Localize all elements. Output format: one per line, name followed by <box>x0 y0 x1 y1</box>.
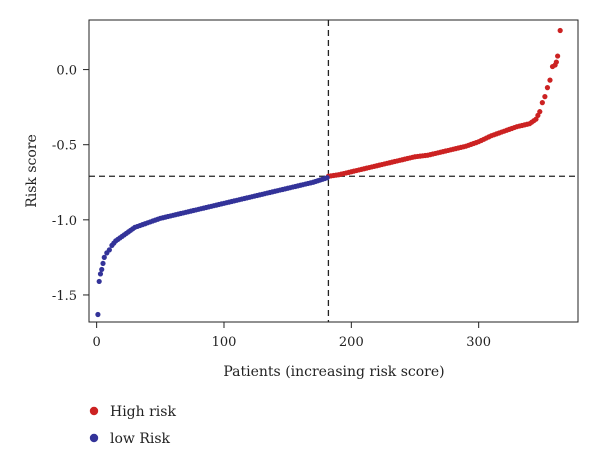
x-tick-label: 300 <box>466 335 491 350</box>
point-low-risk <box>101 254 107 260</box>
x-axis-ticks: 0 100 200 300 <box>93 322 491 350</box>
x-axis-label: Patients (increasing risk score) <box>223 364 444 380</box>
cutoff-lines <box>89 20 578 322</box>
point-high-risk <box>557 27 563 34</box>
y-axis-label: Risk score <box>24 134 40 208</box>
legend-low-risk-marker <box>89 433 99 443</box>
legend: High risk low Risk <box>89 404 176 447</box>
point-low-risk <box>95 311 101 318</box>
point-low-risk <box>100 260 106 267</box>
point-low-risk <box>96 278 102 285</box>
point-low-risk <box>99 266 105 273</box>
y-axis-ticks: 0.0 -0.5 -1.0 -1.5 <box>52 64 89 304</box>
legend-high-risk-label: High risk <box>110 404 176 420</box>
point-high-risk <box>544 85 551 91</box>
plot-frame <box>88 19 579 323</box>
y-tick-label: -1.0 <box>52 214 77 229</box>
y-tick-label: -1.5 <box>52 289 77 304</box>
x-tick-label: 100 <box>212 335 237 350</box>
point-high-risk <box>539 100 545 106</box>
x-tick-label: 0 <box>93 335 101 350</box>
point-high-risk <box>537 109 543 115</box>
point-high-risk <box>542 94 548 100</box>
legend-high-risk-marker <box>89 406 99 416</box>
point-high-risk <box>553 59 559 65</box>
x-tick-label: 200 <box>339 335 364 350</box>
point-low-risk <box>97 271 104 277</box>
legend-low-risk-label: low Risk <box>110 431 171 447</box>
data-points <box>95 27 563 318</box>
y-tick-label: -0.5 <box>52 139 77 154</box>
point-low-risk <box>324 175 330 181</box>
point-low-risk <box>106 247 112 253</box>
point-high-risk <box>547 77 553 83</box>
point-high-risk <box>555 53 561 59</box>
y-tick-label: 0.0 <box>56 64 77 79</box>
